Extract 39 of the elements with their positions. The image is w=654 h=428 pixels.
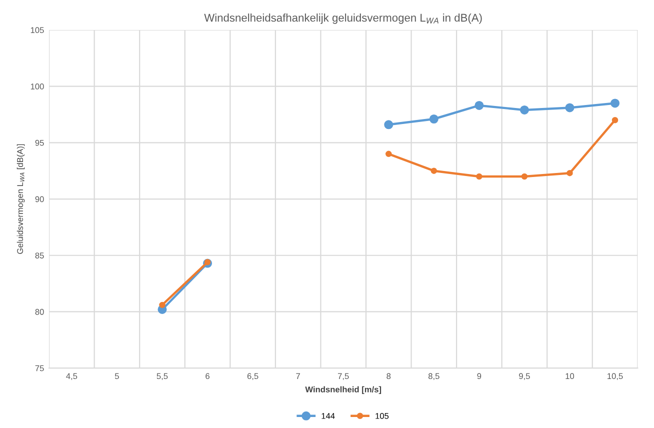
- point: [612, 117, 618, 124]
- point: [520, 105, 529, 114]
- y-tick-label: 75: [35, 365, 44, 372]
- point: [476, 173, 482, 180]
- x-tick-label: 7,5: [338, 373, 349, 380]
- point: [566, 170, 573, 176]
- y-tick-label: 95: [35, 140, 44, 146]
- x-tick-label: 8: [386, 373, 391, 380]
- x-tick-label: 6: [206, 373, 210, 380]
- point: [204, 259, 211, 266]
- x-tick-label: 5: [114, 373, 119, 380]
- x-tick-label: 10,5: [608, 373, 623, 380]
- y-tick-label: 105: [30, 27, 44, 34]
- point: [474, 100, 484, 110]
- point: [159, 302, 166, 308]
- y-axis-title: Geluidsvermogen L$_{WA}$ [dB(A)]: [16, 144, 25, 254]
- x-tick-label: 10: [566, 373, 574, 380]
- point: [386, 150, 392, 158]
- y-tick-label: 100: [30, 84, 44, 90]
- x-tick-label: 4,5: [66, 373, 78, 380]
- x-tick-label: 6,5: [247, 373, 258, 380]
- x-tick-label: 9,5: [519, 373, 530, 380]
- point: [384, 120, 394, 130]
- x-tick-label: 9: [477, 373, 482, 380]
- point: [429, 114, 438, 124]
- x-tick-label: 8,5: [428, 373, 440, 380]
- chart-title: Windsnelheidsafhankelijk geluidsvermogen L$_{WA}$ in dB(A): [204, 14, 482, 24]
- x-tick-label: 5,5: [156, 373, 168, 380]
- x-axis-title: Windsnelheid [m/s]: [305, 386, 382, 394]
- y-tick-label: 90: [35, 196, 44, 202]
- legend-label: 144: [322, 413, 335, 419]
- x-tick-label: 7: [296, 373, 300, 379]
- point: [430, 168, 438, 174]
- y-tick-label: 80: [35, 308, 44, 315]
- point: [521, 173, 528, 180]
- point: [565, 103, 574, 112]
- legend-label: 105: [376, 412, 389, 419]
- point: [610, 98, 620, 108]
- y-tick-label: 85: [35, 252, 44, 258]
